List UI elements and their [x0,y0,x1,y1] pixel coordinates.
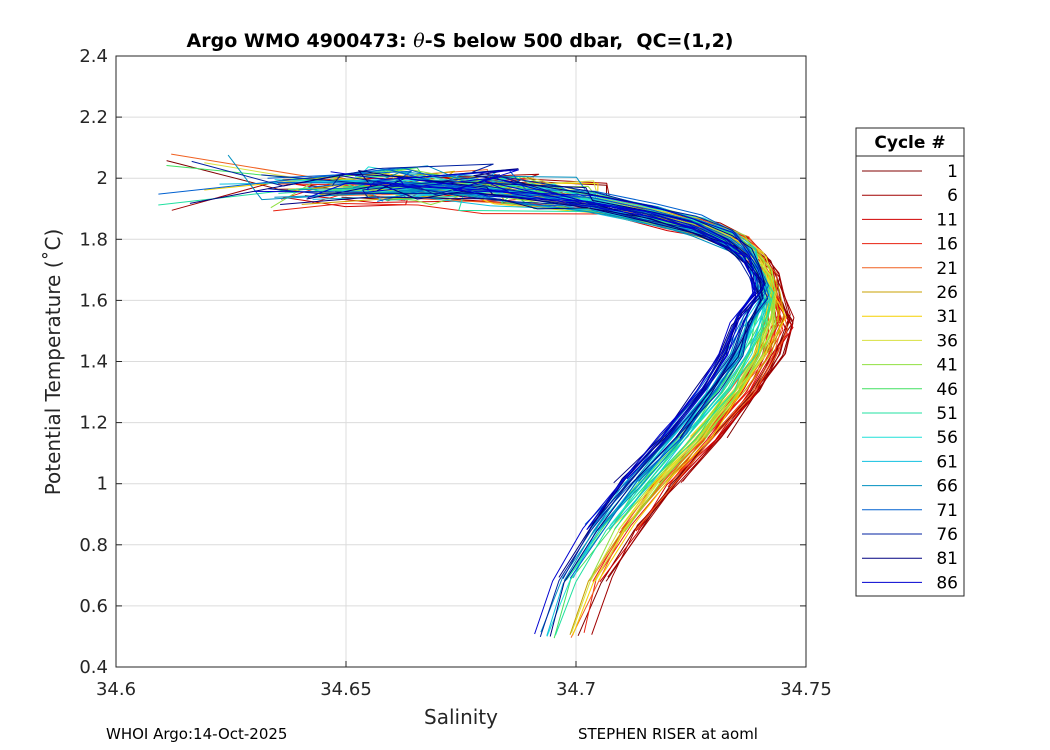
y-axis-label: Potential Temperature (˚C) [41,229,65,496]
y-tick-label: 1.6 [79,290,108,311]
footer-pi-credit: STEPHEN RISER at aoml [578,725,758,743]
y-tick-label: 0.8 [79,535,108,556]
y-tick-label: 1.4 [79,352,108,373]
profile-line-cycle-82 [280,196,764,637]
legend-title: Cycle # [874,133,945,153]
legend-label: 31 [936,307,958,327]
profile-line-cycle-31 [204,175,787,581]
profile-line-cycle-79 [191,160,766,579]
x-tick-label: 34.6 [96,679,136,700]
chart-title: Argo WMO 4900473: θ-S below 500 dbar, QC… [187,30,734,52]
x-tick-label: 34.65 [320,679,372,700]
legend: Cycle #161116212631364146515661667176818… [855,127,965,597]
x-axis-label: Salinity [424,705,498,729]
legend-label: 41 [936,356,958,376]
plot-frame [115,55,807,668]
legend-label: 56 [936,428,958,448]
legend-label: 86 [936,573,958,593]
legend-label: 66 [936,477,958,497]
legend-label: 46 [936,380,958,400]
legend-label: 71 [936,501,958,521]
y-tick-label: 2.2 [79,107,108,128]
legend-label: 76 [936,525,958,545]
x-tick-label: 34.75 [780,679,832,700]
x-tick-label: 34.7 [556,679,596,700]
y-tick-label: 1.8 [79,229,108,250]
profile-line-cycle-71 [308,179,770,482]
legend-box [855,127,965,597]
legend-label: 6 [947,186,958,206]
legend-label: 36 [936,331,958,351]
legend-label: 61 [936,452,958,472]
y-tick-label: 0.4 [79,657,108,678]
profile-line-cycle-76 [268,188,757,638]
legend-label: 11 [936,210,958,230]
legend-label: 16 [936,235,958,255]
y-tick-label: 1.2 [79,413,108,434]
profiles [158,153,795,639]
legend-label: 51 [936,404,958,424]
y-tick-label: 0.6 [79,596,108,617]
legend-label: 81 [936,549,958,569]
profile-line-cycle-89 [254,177,754,438]
y-tick-label: 2.4 [79,46,108,67]
profile-line-cycle-66 [274,188,762,531]
y-tick-label: 2 [97,168,108,189]
legend-label: 21 [936,259,958,279]
profile-line-cycle-87 [366,182,757,437]
legend-label: 1 [947,162,958,182]
profile-line-cycle-78 [331,175,769,438]
profile-line-cycle-17 [273,203,784,488]
legend-label: 26 [936,283,958,303]
footer-source-date: WHOI Argo:14-Oct-2025 [106,725,288,743]
y-tick-label: 1 [97,474,108,495]
profile-line-cycle-90 [376,177,758,530]
